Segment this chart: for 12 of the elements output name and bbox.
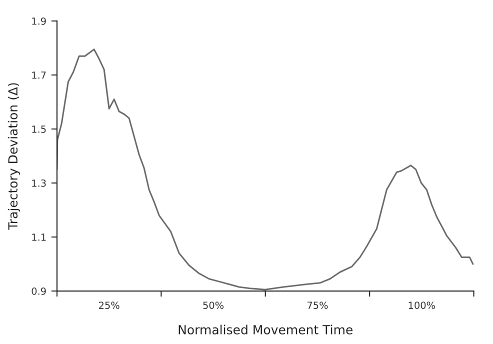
y-tick-label: 1.1 — [32, 234, 46, 241]
x-tick-label: 50% — [203, 302, 224, 309]
y-tick-label: 0.9 — [32, 288, 46, 295]
x-tick-label: 100% — [408, 302, 436, 309]
x-tick-label: 25% — [98, 302, 120, 309]
x-tick-label: 75% — [307, 302, 328, 309]
y-axis-title: Trajectory Deviation (Δ) — [8, 83, 20, 230]
y-tick-label: 1.5 — [32, 126, 46, 133]
y-tick-label: 1.7 — [32, 72, 46, 79]
y-tick-label: 1.9 — [32, 17, 46, 25]
x-axis-title: Normalised Movement Time — [178, 324, 353, 334]
y-tick-label: 1.3 — [32, 179, 46, 187]
